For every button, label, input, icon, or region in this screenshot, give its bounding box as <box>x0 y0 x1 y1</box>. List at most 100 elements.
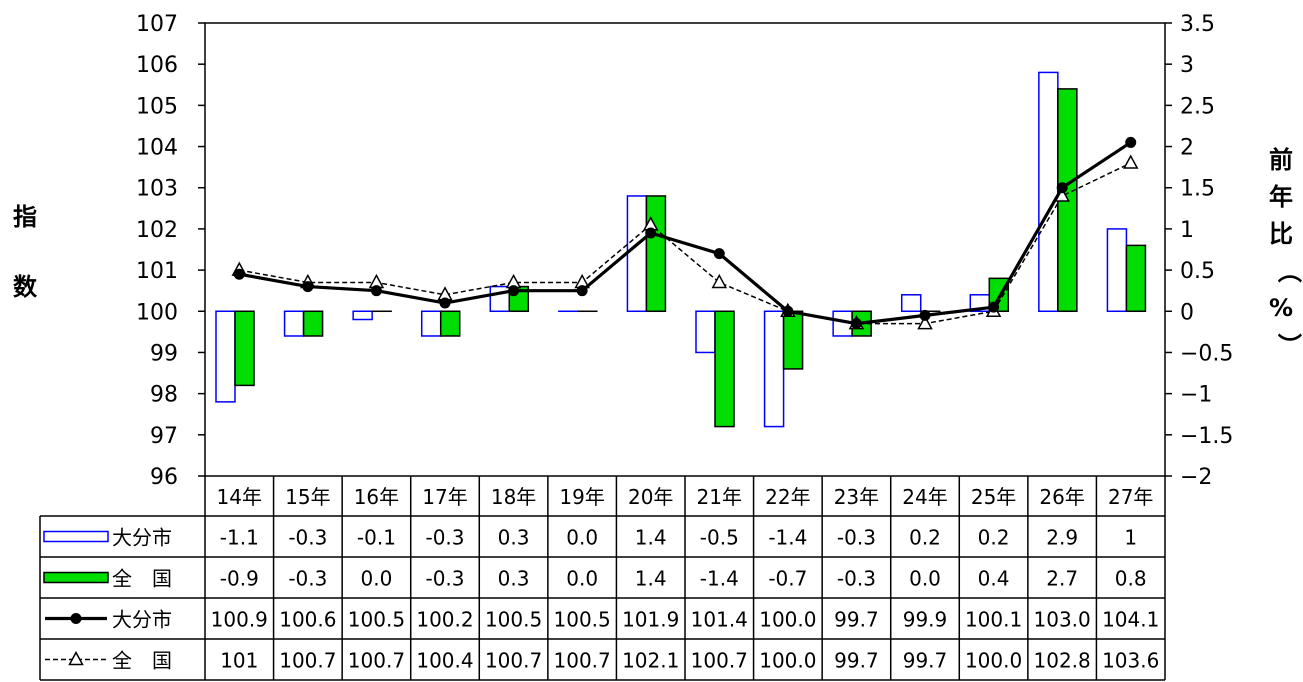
left-tick-label: 104 <box>136 136 178 161</box>
oita-index-point <box>439 297 451 309</box>
table-cell: 102.1 <box>622 649 679 673</box>
left-axis-label-char: 指 <box>13 203 37 231</box>
table-cell: 1.4 <box>635 567 667 591</box>
table-cell: 102.8 <box>1034 649 1091 673</box>
right-tick-label: −0.5 <box>1180 341 1233 366</box>
right-axis-label-char: （ <box>1275 259 1303 283</box>
table-cell: 100.7 <box>691 649 748 673</box>
bar-oita <box>489 285 511 313</box>
table-cell: 104.1 <box>1102 608 1159 632</box>
table-cell: 103.0 <box>1034 608 1091 632</box>
table-cell: 0.0 <box>361 567 393 591</box>
oita-index-point <box>850 318 862 330</box>
left-tick-label: 97 <box>150 424 178 449</box>
oita-index-point <box>919 309 931 321</box>
right-axis-label-char: 前 <box>1269 146 1293 174</box>
table-cell: -1.1 <box>220 526 259 550</box>
legend-marker-triangle <box>68 650 84 666</box>
plot-frame <box>204 22 1166 477</box>
bar-national <box>782 310 804 370</box>
national-index-line <box>239 162 1132 325</box>
bar-oita <box>215 310 236 403</box>
national-index-point <box>711 273 728 289</box>
table-cell: -0.3 <box>837 567 876 591</box>
legend-swatch-national-bar <box>43 571 109 584</box>
left-axis-label-char: 数 <box>13 273 38 301</box>
left-tick-label: 101 <box>136 259 178 284</box>
legend-label: 全 国 <box>112 567 172 591</box>
table-cell: 0.0 <box>909 567 941 591</box>
oita-index-point <box>645 227 657 239</box>
category-label: 22年 <box>765 485 810 509</box>
table-cell: 100.7 <box>348 649 405 673</box>
table-cell: 100.0 <box>759 608 816 632</box>
oita-index-point <box>782 305 794 317</box>
table-cell: 100.7 <box>279 649 336 673</box>
category-label: 26年 <box>1039 485 1084 509</box>
left-tick-label: 98 <box>150 383 178 408</box>
right-tick-label: 3.5 <box>1180 12 1215 37</box>
legend-key <box>43 571 109 584</box>
table-cell: -0.3 <box>425 567 464 591</box>
bar-oita <box>900 294 922 313</box>
table-cell: 0.0 <box>566 526 598 550</box>
right-axis-label-char: 比 <box>1269 220 1293 248</box>
right-tick-label: −1 <box>1180 383 1212 408</box>
table-cell: 100.5 <box>348 608 405 632</box>
table-cell: 100.6 <box>279 608 336 632</box>
right-tick-label: 2.5 <box>1180 94 1215 119</box>
category-label: 20年 <box>628 485 673 509</box>
bar-national <box>234 310 255 387</box>
oita-index-point <box>576 285 588 297</box>
legend-marker-circle <box>70 613 82 624</box>
bar-oita <box>283 310 305 337</box>
table-cell: 103.6 <box>1102 649 1159 673</box>
table-cell: 1 <box>1124 526 1137 550</box>
legend-label: 大分市 <box>112 608 172 632</box>
bar-national <box>645 195 667 313</box>
left-tick-label: 103 <box>136 177 178 202</box>
right-tick-label: 3 <box>1180 53 1194 78</box>
table-cell: -0.3 <box>425 526 464 550</box>
table-cell: 100.0 <box>759 649 816 673</box>
bar-oita <box>626 195 648 313</box>
right-axis-label-char: % <box>1269 294 1293 322</box>
table-cell: 100.7 <box>554 649 611 673</box>
legend-key <box>45 613 107 624</box>
table-cell: 100.2 <box>416 608 473 632</box>
right-tick-label: 0 <box>1180 300 1194 325</box>
left-tick-label: 105 <box>136 94 178 119</box>
left-tick-label: 106 <box>136 53 178 78</box>
table-cell: 0.0 <box>566 567 598 591</box>
table-cell: 2.9 <box>1046 526 1078 550</box>
table-cell: 0.3 <box>498 526 530 550</box>
table-cell: 99.7 <box>834 649 879 673</box>
oita-index-point <box>233 268 245 280</box>
left-tick-label: 107 <box>136 12 178 37</box>
right-axis-label-char: 年 <box>1269 183 1293 211</box>
oita-index-point <box>1125 136 1137 148</box>
table-cell: 100.4 <box>416 649 473 673</box>
category-label: 21年 <box>697 485 742 509</box>
category-label: 24年 <box>902 485 947 509</box>
table-cell: 99.9 <box>903 608 948 632</box>
left-tick-label: 99 <box>150 341 178 366</box>
right-tick-label: 2 <box>1180 136 1194 161</box>
table-cell: -0.3 <box>288 526 327 550</box>
table-cell: 101 <box>220 649 258 673</box>
bar-oita <box>1038 71 1059 313</box>
table-cell: 100.5 <box>485 608 542 632</box>
bar-oita <box>1106 228 1128 313</box>
table-cell: 2.7 <box>1046 567 1078 591</box>
table-cell: 100.1 <box>965 608 1022 632</box>
left-tick-label: 96 <box>150 465 178 490</box>
table-cell: -0.5 <box>700 526 739 550</box>
bar-national <box>302 310 324 337</box>
left-tick-label: 100 <box>136 300 178 325</box>
oita-index-point <box>1056 182 1068 194</box>
legend-label: 全 国 <box>112 649 172 673</box>
right-tick-label: −1.5 <box>1180 424 1233 449</box>
bar-oita <box>420 310 442 337</box>
table-cell: 99.7 <box>834 608 879 632</box>
